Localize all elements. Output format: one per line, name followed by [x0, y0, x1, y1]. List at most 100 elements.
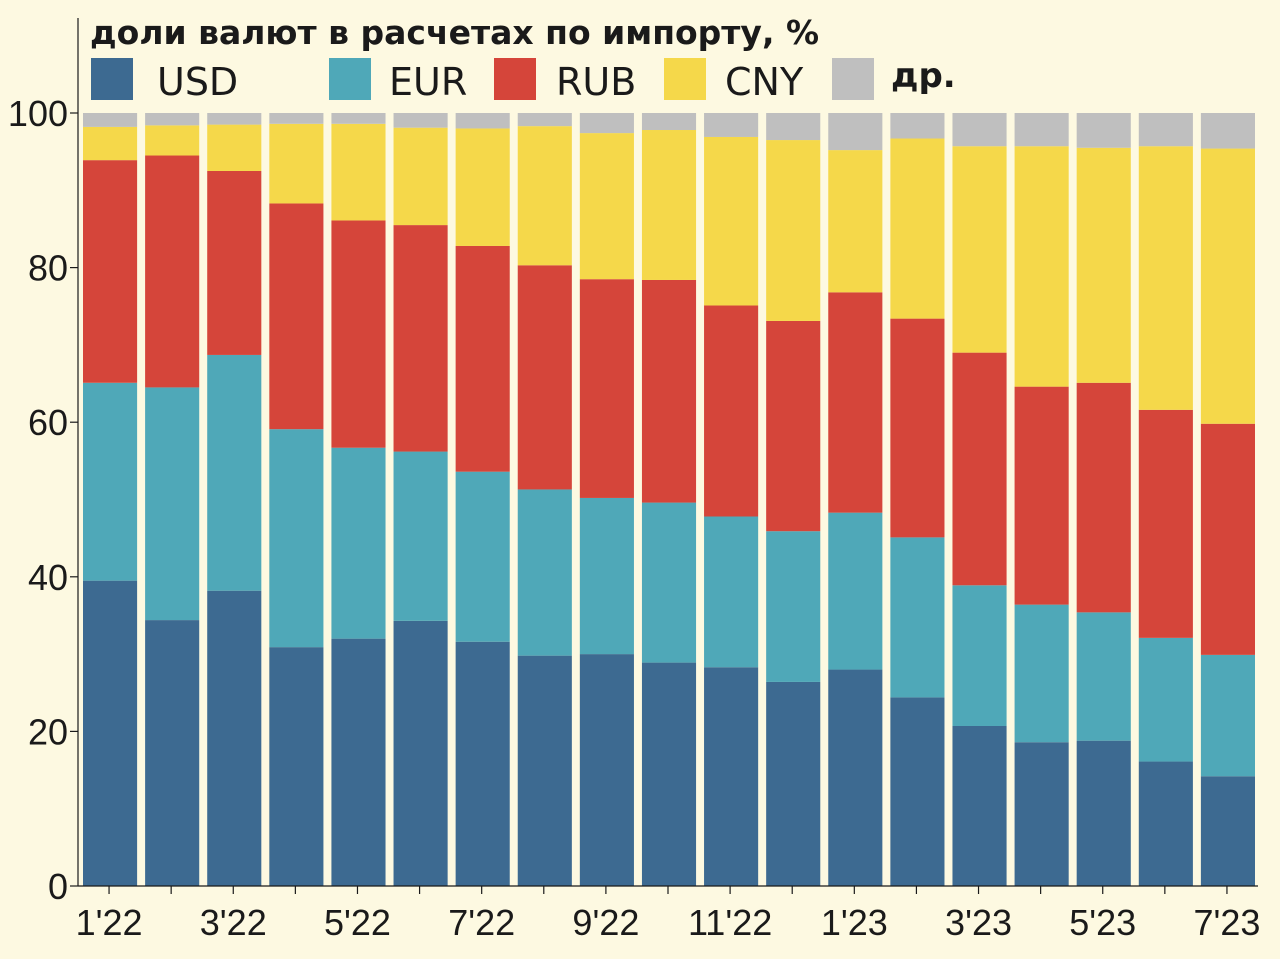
legend-label-eur: EUR [389, 60, 467, 104]
bar-segment-eur-17 [1076, 612, 1131, 741]
bar-segment-rub-7 [455, 245, 510, 472]
x-tick-label: 11'22 [688, 902, 772, 943]
bar-segment-other-4 [269, 113, 324, 124]
bar-segment-eur-15 [952, 585, 1007, 726]
bar-segment-other-1 [83, 113, 138, 127]
x-axis: 1'22 3'22 5'22 7'22 9'22 11'22 1'23 3'23 5'23 7'2… [76, 885, 1260, 943]
bar-segment-cny-19 [1200, 148, 1255, 424]
bar-segment-cny-17 [1076, 147, 1131, 383]
bar-segment-other-17 [1076, 113, 1131, 148]
bar-segment-rub-3 [207, 170, 262, 355]
bar-segment-usd-14 [890, 697, 945, 886]
x-tick-label: 1'22 [76, 902, 143, 943]
bar-segment-usd-17 [1076, 740, 1131, 886]
x-tick-label: 5'23 [1069, 902, 1136, 943]
bar-segment-other-3 [207, 113, 262, 125]
bar-segment-cny-4 [269, 123, 324, 204]
bar-segment-cny-18 [1138, 146, 1193, 410]
bar-segment-usd-19 [1200, 776, 1255, 886]
bar-segment-eur-4 [269, 429, 324, 648]
y-tick-label: 100 [8, 93, 68, 134]
legend: USD EUR RUB CNY др. [91, 56, 956, 104]
legend-label-rub: RUB [556, 60, 636, 104]
bar-segment-cny-7 [455, 128, 510, 246]
legend-label-usd: USD [157, 60, 238, 104]
y-tick-label: 40 [28, 557, 68, 598]
legend-swatch-eur [329, 58, 371, 100]
bar-segment-rub-13 [828, 292, 883, 513]
legend-swatch-rub [494, 58, 536, 100]
bar-segment-eur-6 [393, 451, 448, 621]
legend-label-cny: CNY [725, 60, 804, 104]
bar-segment-other-7 [455, 113, 510, 129]
bar-segment-usd-5 [331, 638, 386, 886]
bar-segment-rub-9 [579, 279, 634, 498]
bar-segment-usd-4 [269, 647, 324, 886]
bar-segment-usd-8 [517, 655, 572, 886]
legend-label-other: др. [891, 56, 956, 96]
bar-segment-cny-15 [952, 146, 1007, 353]
bar-segment-cny-16 [1014, 146, 1069, 387]
bar-segment-cny-2 [145, 125, 200, 156]
legend-swatch-cny [664, 58, 706, 100]
bar-segment-usd-9 [579, 654, 634, 886]
x-tick-label: 9'22 [572, 902, 639, 943]
x-tick-label: 3'23 [945, 902, 1012, 943]
x-tick-label: 5'22 [324, 902, 391, 943]
bar-segment-other-16 [1014, 113, 1069, 147]
bar-segment-eur-5 [331, 447, 386, 639]
bar-segment-rub-16 [1014, 386, 1069, 605]
bar-segment-rub-10 [641, 279, 697, 503]
bar-segment-eur-8 [517, 489, 572, 656]
bar-segment-usd-6 [393, 620, 448, 886]
bar-segment-rub-2 [145, 155, 200, 388]
bar-segment-rub-8 [517, 265, 572, 490]
bar-segment-usd-11 [704, 667, 759, 886]
bar-segment-usd-16 [1014, 742, 1069, 886]
bar-segment-cny-12 [766, 140, 821, 321]
bar-segment-other-15 [952, 113, 1007, 147]
bar-segment-eur-7 [455, 471, 510, 642]
bar-segment-rub-19 [1200, 423, 1255, 655]
bar-segment-rub-4 [269, 203, 324, 430]
y-tick-label: 20 [28, 711, 68, 752]
bars-group [83, 113, 1255, 886]
y-tick-label: 60 [28, 402, 68, 443]
bar-segment-usd-2 [145, 620, 200, 886]
bar-segment-cny-11 [704, 136, 759, 306]
bar-segment-other-11 [704, 113, 759, 137]
bar-segment-eur-2 [145, 387, 200, 621]
bar-segment-usd-1 [83, 580, 138, 886]
bar-segment-usd-12 [766, 681, 821, 886]
bar-segment-rub-1 [83, 160, 138, 383]
bar-segment-eur-16 [1014, 604, 1069, 743]
bar-segment-rub-15 [952, 352, 1007, 586]
bar-segment-cny-5 [331, 123, 386, 221]
bar-segment-usd-18 [1138, 761, 1193, 886]
bar-segment-eur-10 [641, 502, 697, 663]
bar-segment-cny-14 [890, 138, 945, 319]
bar-segment-rub-6 [393, 225, 448, 452]
bar-segment-other-13 [828, 113, 883, 151]
bar-segment-usd-15 [952, 725, 1007, 886]
bar-segment-rub-17 [1076, 382, 1131, 613]
y-axis: 0 20 40 60 80 100 [8, 18, 79, 907]
bar-segment-cny-10 [641, 130, 697, 280]
bar-segment-usd-3 [207, 590, 262, 886]
bar-segment-eur-12 [766, 531, 821, 682]
bar-segment-cny-8 [517, 126, 572, 266]
bar-segment-cny-13 [828, 150, 883, 293]
bar-segment-rub-12 [766, 320, 821, 532]
bar-segment-rub-18 [1138, 409, 1193, 638]
bar-segment-other-10 [641, 113, 697, 131]
bar-segment-eur-3 [207, 354, 262, 591]
x-tick-label: 3'22 [200, 902, 267, 943]
bar-segment-eur-19 [1200, 654, 1255, 777]
bar-segment-other-12 [766, 113, 821, 141]
x-tick-label: 7'22 [448, 902, 515, 943]
bar-segment-usd-10 [641, 662, 697, 886]
bar-segment-cny-9 [579, 133, 634, 280]
bar-segment-cny-6 [393, 127, 448, 226]
